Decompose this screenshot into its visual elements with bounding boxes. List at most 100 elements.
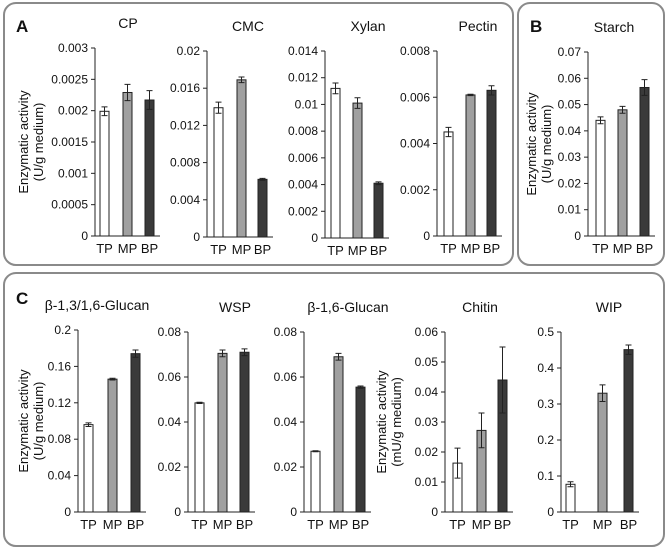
y-tick-label: 0.06 — [158, 370, 182, 384]
panel-b-box — [517, 2, 665, 266]
error-bar — [357, 385, 364, 389]
chart--1-3-1-6-glucan: β-1,3/1,6-Glucan 0 0.04 0.08 0.12 0.16 0.2 TP MP… — [16, 297, 149, 532]
x-tick-label: MP — [472, 517, 492, 532]
error-bar — [124, 83, 131, 102]
panel-c-box — [3, 272, 665, 547]
error-bar — [238, 76, 245, 84]
bar-mp — [217, 352, 228, 513]
bar-mp — [122, 91, 133, 237]
y-axis-label-line: (U/g medium) — [539, 105, 554, 184]
y-tick-label: 0.06 — [274, 370, 298, 384]
y-tick-label: 0.01 — [415, 475, 439, 489]
y-axis-label-line: Enzymatic activity — [16, 369, 31, 473]
error-bar — [241, 348, 248, 357]
y-tick-label: 0.3 — [537, 397, 554, 411]
x-tick-label: BP — [254, 242, 271, 257]
y-tick-label: 0.0005 — [51, 198, 88, 212]
bar-tp — [310, 450, 321, 513]
y-tick-label: 0.002 — [58, 104, 88, 118]
chart--1-6-glucan: β-1,6-Glucan 0 0.02 0.04 0.06 0.08 TP MP BP — [274, 299, 389, 532]
x-tick-label: TP — [327, 243, 344, 258]
y-tick-label: 0 — [574, 229, 581, 243]
chart-chitin: Chitin 0 0.01 0.02 0.03 0.04 0.05 0.06 TP MP BP Enz… — [374, 299, 513, 532]
y-tick-label: 0.0025 — [51, 72, 88, 86]
y-tick-label: 0.2 — [54, 323, 71, 337]
y-tick-label: 0.002 — [288, 204, 318, 218]
chart-xylan: Xylan 0 0.002 0.004 0.006 0.008 0.01 0.012 0.014… — [288, 18, 389, 258]
error-bar — [454, 447, 461, 479]
y-tick-label: 0.02 — [274, 460, 298, 474]
error-bar — [478, 412, 485, 449]
y-tick-label: 0.1 — [537, 469, 554, 483]
y-tick-label: 0.4 — [537, 361, 554, 375]
error-bar — [312, 450, 319, 453]
y-tick-label: 0 — [64, 505, 71, 519]
y-tick-label: 0.012 — [170, 118, 200, 132]
bar-tp — [83, 424, 94, 513]
chart-title: Xylan — [350, 18, 385, 34]
x-tick-label: BP — [236, 517, 253, 532]
error-bar — [335, 352, 342, 361]
bar-tp — [565, 483, 576, 513]
bar-bp — [355, 386, 366, 513]
x-tick-label: BP — [620, 517, 637, 532]
x-tick-label: TP — [440, 241, 457, 256]
chart-pectin: Pectin 0 0.002 0.004 0.006 0.008 TP MP BP — [400, 18, 502, 256]
bar-mp — [236, 79, 247, 238]
x-tick-label: BP — [494, 517, 511, 532]
y-tick-label: 0.016 — [170, 81, 200, 95]
x-tick-label: TP — [96, 241, 113, 256]
x-tick-label: MP — [329, 517, 349, 532]
y-tick-label: 0.08 — [274, 325, 298, 339]
error-bar — [488, 85, 495, 96]
error-bar — [619, 105, 626, 114]
y-tick-label: 0.03 — [558, 150, 582, 164]
y-tick-label: 0.2 — [537, 433, 554, 447]
y-tick-label: 0.16 — [48, 359, 72, 373]
y-axis-label-line: (mU/g medium) — [389, 377, 404, 467]
y-tick-label: 0.014 — [288, 44, 318, 58]
bar-mp — [617, 109, 628, 237]
y-tick-label: 0.01 — [295, 97, 319, 111]
y-tick-label: 0.004 — [288, 178, 318, 192]
y-tick-label: 0.004 — [400, 137, 430, 151]
error-bar — [146, 90, 153, 110]
y-tick-label: 0.008 — [400, 44, 430, 58]
y-tick-label: 0.04 — [415, 385, 439, 399]
chart-title: WIP — [596, 299, 622, 315]
x-tick-label: TP — [191, 517, 208, 532]
bar-mp — [333, 356, 344, 513]
y-tick-label: 0.02 — [177, 44, 201, 58]
y-tick-label: 0 — [81, 229, 88, 243]
error-bar — [259, 177, 266, 181]
y-tick-label: 0.012 — [288, 71, 318, 85]
error-bar — [196, 401, 203, 405]
panel-label-a: A — [16, 17, 28, 36]
y-axis-label: Enzymatic activity(U/g medium) — [16, 369, 46, 473]
x-tick-label: TP — [80, 517, 97, 532]
x-tick-label: TP — [449, 517, 466, 532]
error-bar — [597, 116, 604, 125]
bar-mp — [465, 94, 476, 237]
x-tick-label: TP — [592, 241, 609, 256]
error-bar — [467, 93, 474, 97]
chart-title: CP — [118, 15, 137, 31]
x-tick-label: MP — [593, 517, 613, 532]
y-tick-label: 0 — [547, 505, 554, 519]
y-tick-label: 0.004 — [170, 193, 200, 207]
y-tick-label: 0.04 — [558, 124, 582, 138]
y-tick-label: 0.02 — [558, 176, 582, 190]
y-tick-label: 0 — [290, 505, 297, 519]
bar-tp — [213, 107, 224, 238]
x-tick-label: TP — [210, 242, 227, 257]
y-tick-label: 0.02 — [158, 460, 182, 474]
y-tick-label: 0.001 — [58, 166, 88, 180]
y-tick-label: 0 — [423, 229, 430, 243]
x-tick-label: TP — [307, 517, 324, 532]
y-tick-label: 0.008 — [288, 124, 318, 138]
chart-title: CMC — [232, 18, 264, 34]
x-tick-label: BP — [352, 517, 369, 532]
error-bar — [375, 181, 382, 186]
y-tick-label: 0 — [311, 231, 318, 245]
